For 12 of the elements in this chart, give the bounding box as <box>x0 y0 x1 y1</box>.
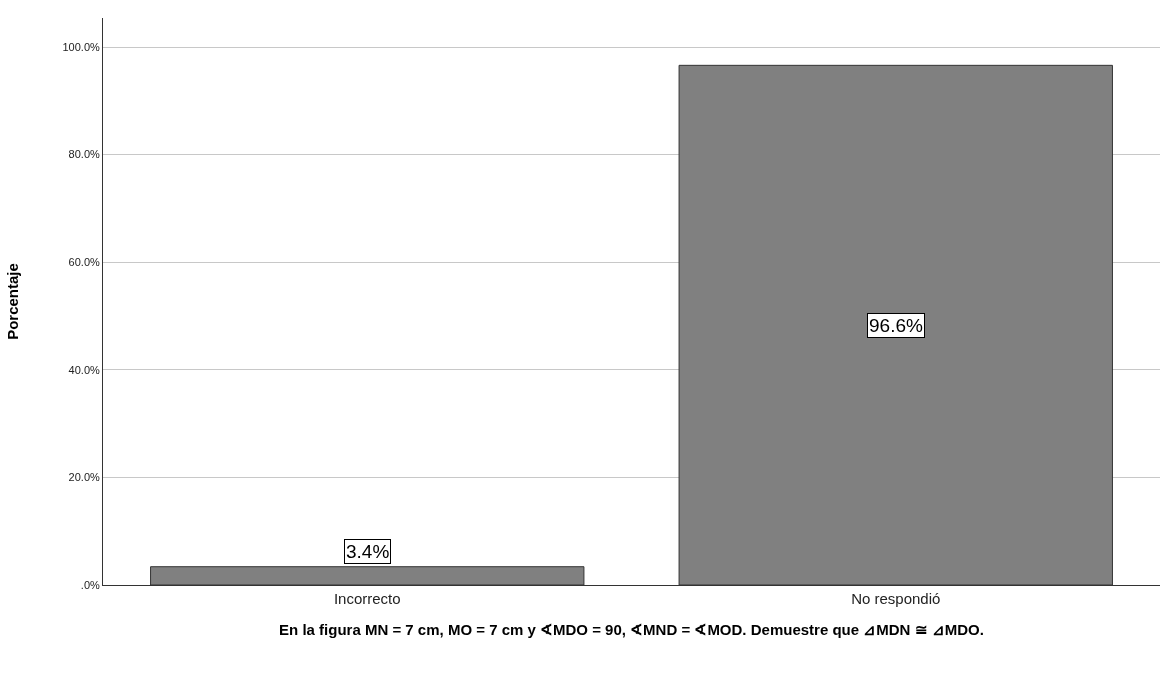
x-tick-label: No respondió <box>851 590 941 607</box>
y-tick-label: .0% <box>80 578 101 591</box>
x-tick-label: Incorrecto <box>333 590 401 607</box>
y-tick-label: 60.0% <box>68 256 101 269</box>
x-axis-title: En la figura MN = 7 cm, MO = 7 cm y ∢MDO = 90, ∢MND = ∢MOD. Demuestre que ⊿MDN ≅ ⊿MDO. <box>279 621 984 638</box>
y-tick-label: 80.0% <box>68 148 101 161</box>
y-tick-label: 40.0% <box>68 363 101 376</box>
y-tick-label: 20.0% <box>68 471 101 484</box>
data-label: 3.4% <box>346 541 390 562</box>
data-label: 96.6% <box>869 315 923 336</box>
y-axis-title: Porcentaje <box>3 263 21 340</box>
y-tick-label: 100.0% <box>62 40 101 53</box>
